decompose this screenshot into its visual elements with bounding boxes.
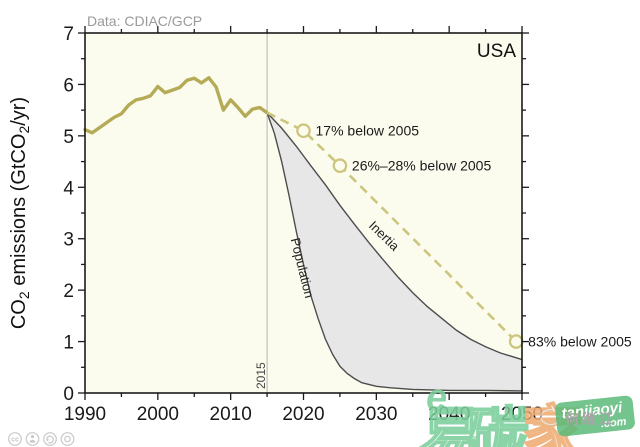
x-tick-label: 2010 xyxy=(210,404,252,425)
watermark-char-yi: 易 xyxy=(420,400,482,447)
share-icon xyxy=(43,432,57,446)
watermark-badge-text: tanjiaoyi xyxy=(561,399,624,422)
inertia-curve xyxy=(266,112,523,361)
marker-label: 83% below 2005 xyxy=(528,334,632,350)
scenario-band xyxy=(267,112,522,391)
x-tick-label: 2020 xyxy=(282,404,324,425)
cc-icon: cc xyxy=(8,432,22,446)
x-tick-label: 2040 xyxy=(428,404,470,425)
y-tick-label: 1 xyxy=(63,333,74,354)
y-tick-label: 4 xyxy=(63,178,74,199)
watermark-badge: tanjiaoyi .com xyxy=(555,395,635,437)
y-tick-label: 0 xyxy=(63,384,74,405)
target-marker xyxy=(508,334,524,349)
person-icon xyxy=(25,432,40,446)
y-tick-label: 7 xyxy=(63,24,74,45)
watermark-author-name: 何继江 xyxy=(565,411,616,428)
marker-label: 17% below 2005 xyxy=(316,123,420,139)
population-curve xyxy=(266,112,523,392)
watermark-badge-domain: .com xyxy=(600,416,627,431)
reference-line-label: 2015 xyxy=(254,362,268,389)
target-dashed-line xyxy=(266,111,518,343)
y-axis-title: CO2 emissions (GtCO2/yr) xyxy=(8,97,32,329)
y-tick-label: 3 xyxy=(63,230,74,251)
watermark-badge-box xyxy=(555,395,635,437)
data-source-label: Data: CDIAC/GCP xyxy=(87,13,202,29)
target-marker xyxy=(332,158,348,173)
x-tick-label: 2030 xyxy=(355,404,397,425)
x-tick-label: 2000 xyxy=(137,404,179,425)
historical-line xyxy=(83,76,269,135)
region-label: USA xyxy=(477,41,516,62)
y-tick-label: 6 xyxy=(63,75,74,96)
target-marker xyxy=(296,123,311,139)
x-tick-label: 1990 xyxy=(64,404,106,425)
svg-text:cc: cc xyxy=(11,437,19,444)
x-tick-label: 2050 xyxy=(501,404,543,425)
y-tick-label: 5 xyxy=(63,127,74,148)
watermark-char-tan: 碳 xyxy=(467,400,530,447)
license-icons: cc xyxy=(8,432,75,446)
y-tick-label: 2 xyxy=(63,281,74,302)
watermark: 易 碳 家 e tanjiaoyi .com 何继江 xyxy=(419,377,635,447)
circle-icon xyxy=(60,432,75,446)
marker-label: 26%–28% below 2005 xyxy=(352,158,492,174)
watermark-e-logo: e xyxy=(426,377,447,419)
